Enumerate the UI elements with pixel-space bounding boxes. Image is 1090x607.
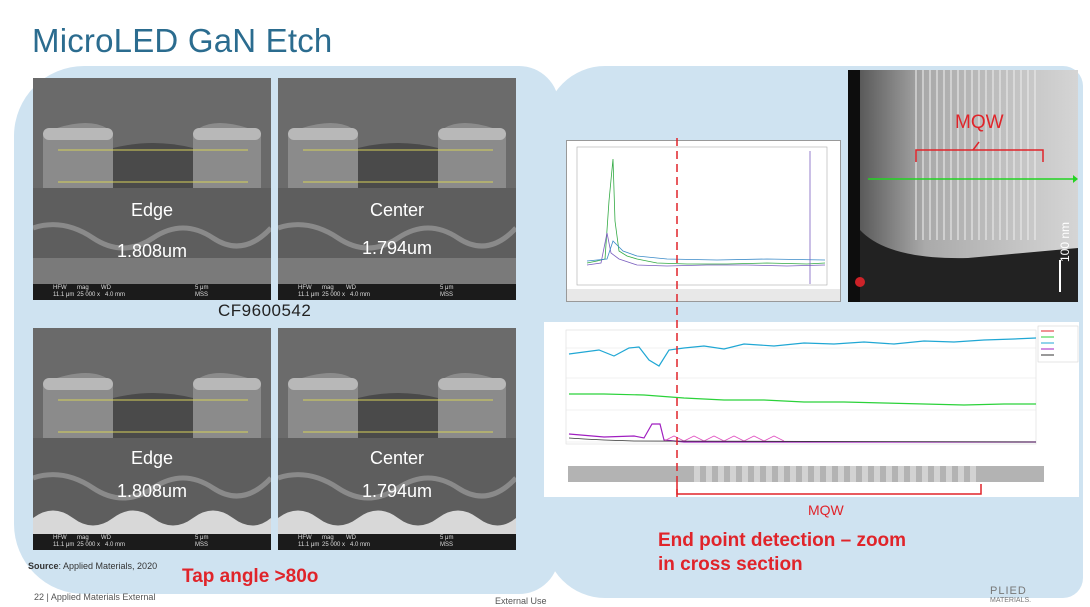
sem-databar: HFW mag WD 11.1 μm 25 000 x 4.0 mm 5 μm … (278, 534, 516, 550)
endpoint-detection-note: End point detection – zoom in cross sect… (658, 530, 907, 575)
source-note: Source: Applied Materials, 2020 (28, 561, 158, 571)
sem-position-label: Center (369, 448, 425, 468)
mqw-label-top: MQW (955, 112, 1004, 133)
tem-cross-section-image (848, 70, 1078, 302)
sem-measurement: 1.794um (361, 238, 433, 258)
sem-position-label: Edge (130, 200, 174, 220)
tap-angle-note: Tap angle >80o (182, 566, 319, 587)
sample-id-label: CF9600542 (218, 301, 312, 320)
sem-image-bottom-right: Center 1.794um HFW mag WD 11.1 μm 25 000… (278, 328, 516, 550)
alignment-dashed-line (676, 138, 678, 500)
applied-materials-logo: PLIED MATERIALS. (990, 585, 1032, 605)
sem-position-label: Center (369, 200, 425, 220)
tem-scale-bar-label: 100 nm (1058, 221, 1072, 262)
sem-position-label: Edge (130, 448, 174, 468)
sem-measurement: 1.808um (116, 241, 188, 261)
mqw-label-bottom: MQW (808, 502, 844, 518)
endpoint-signal-graph (566, 140, 841, 302)
sem-image-bottom-left: Edge 1.808um HFW mag WD 11.1 μm 25 000 x… (33, 328, 271, 550)
sem-databar: HFW mag WD 11.1 μm 25 000 x 4.0 mm 5 μm … (278, 284, 516, 300)
footer-page-number: 22 | Applied Materials External (34, 592, 156, 602)
sem-measurement: 1.794um (361, 481, 433, 501)
slide-title: MicroLED GaN Etch (32, 22, 333, 59)
sem-databar: HFW mag WD 11.1 μm 25 000 x 4.0 mm 5 μm … (33, 284, 271, 300)
sem-measurement: 1.808um (116, 481, 188, 501)
sem-databar: HFW mag WD 11.1 μm 25 000 x 4.0 mm 5 μm … (33, 534, 271, 550)
sem-image-top-right: Center 1.794um HFW mag WD 11.1 μm 25 000… (278, 78, 516, 300)
sem-image-top-left: Edge 1.808um HFW mag WD 11.1 μm 25 000 x… (33, 78, 271, 300)
concentration-profile-graph (544, 322, 1079, 497)
footer-classification: External Use (495, 596, 547, 606)
